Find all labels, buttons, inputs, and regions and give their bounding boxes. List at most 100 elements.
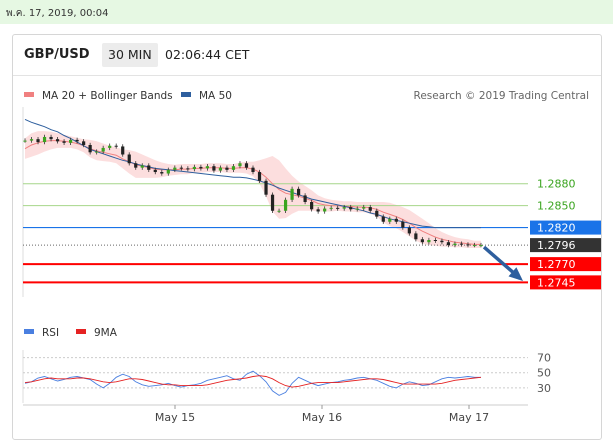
price-candle (446, 242, 451, 246)
price-candle (205, 166, 209, 169)
price-candle (82, 141, 86, 145)
price-candle (69, 139, 73, 143)
price-candle (55, 139, 60, 142)
price-candle (349, 207, 353, 210)
rsi-level-label-30: 30 (537, 382, 551, 395)
price-candle (407, 227, 411, 234)
price-candle (323, 208, 327, 212)
price-candle (342, 207, 346, 209)
level-labels-layer: 1.2880 1.2850 1.2820 1.2796 1.2770 1.2745 (530, 178, 601, 290)
ma20-legend-label: MA 20 + Bollinger Bands (42, 90, 173, 102)
price-candle (218, 167, 223, 171)
price-candle (362, 207, 366, 209)
price-candle (88, 145, 92, 153)
ma9-legend-swatch (76, 329, 86, 334)
price-candle (453, 243, 457, 246)
price-candle (440, 240, 444, 243)
price-candle (199, 166, 203, 169)
price-candle (36, 139, 40, 143)
price-candle (375, 210, 379, 217)
level-label-1.2850: 1.2850 (537, 200, 576, 213)
x-axis-ticks: May 15 May 16 May 17 (155, 405, 489, 424)
bollinger-layer (25, 131, 481, 248)
price-candle (303, 195, 307, 202)
rsi-level-label-70: 70 (537, 352, 551, 365)
projection-layer (482, 245, 524, 282)
price-candle (401, 221, 405, 228)
rsi-ma-line (24, 375, 482, 388)
price-candle (179, 167, 183, 169)
price-candle (427, 240, 431, 243)
level-label-1.2770: 1.2770 (537, 258, 576, 271)
price-candle (244, 163, 249, 168)
level-tag-1.2745 (530, 275, 601, 290)
price-candle (173, 167, 177, 170)
price-candle (329, 207, 333, 209)
price-candle (75, 139, 79, 142)
x-tick-label: May 15 (155, 411, 195, 424)
price-candle (166, 169, 170, 174)
price-candle (472, 245, 477, 247)
price-candle (251, 167, 255, 173)
level-label-1.2745: 1.2745 (537, 276, 576, 289)
date-bar: พ.ค. 17, 2019, 00:04 (0, 0, 613, 24)
ma20-legend-swatch (24, 92, 34, 97)
date-time-text: พ.ค. 17, 2019, 00:04 (6, 8, 109, 19)
price-candle (257, 172, 262, 181)
level-label-1.2796: 1.2796 (537, 239, 576, 252)
price-candle (355, 208, 359, 210)
price-candle (29, 139, 34, 141)
price-candle (42, 136, 47, 143)
ma50-line (24, 118, 481, 229)
price-candle (153, 169, 157, 173)
price-candle (310, 202, 314, 210)
price-candle (121, 146, 125, 155)
bollinger-band-fill (25, 131, 481, 248)
price-candle (368, 207, 372, 211)
projection-arrow-head (508, 267, 524, 282)
price-candle (212, 166, 216, 171)
ma9-legend-label: 9MA (94, 327, 118, 339)
price-candle (336, 207, 340, 209)
x-tick-label: May 16 (302, 411, 342, 424)
credit-label: Research © 2019 Trading Central (414, 90, 590, 102)
rsi-legend-label: RSI (42, 327, 59, 339)
rsi-layer: 70 50 30 (23, 352, 551, 396)
price-candle (394, 218, 398, 222)
moving-averages-layer (24, 118, 481, 245)
level-tag-1.2796 (530, 238, 601, 253)
symbol-label: GBP/USD (24, 47, 90, 62)
level-label-1.2880: 1.2880 (537, 178, 576, 191)
price-candle (101, 147, 105, 152)
price-candle (62, 141, 66, 143)
price-candle (192, 166, 196, 170)
price-candle (231, 166, 236, 170)
price-layer (23, 134, 483, 248)
rsi-level-label-50: 50 (537, 367, 551, 380)
x-tick-label: May 17 (449, 411, 489, 424)
chart-card: GBP/USD 30 MIN 02:06:44 CET MA 20 + Boll… (12, 34, 602, 440)
price-candle (283, 199, 288, 211)
level-label-1.2820: 1.2820 (537, 222, 576, 235)
price-candle (95, 151, 99, 153)
price-candle (414, 233, 418, 240)
price-candle (225, 167, 229, 170)
price-candle (108, 145, 112, 148)
timeframe-badge[interactable]: 30 MIN (102, 43, 158, 67)
ma50-legend-label: MA 50 (199, 90, 232, 102)
price-candle (147, 165, 151, 170)
price-candle (23, 140, 27, 142)
chart-svg: MA 20 + Bollinger Bands MA 50 Research ©… (22, 90, 601, 424)
level-tag-1.2770 (530, 257, 601, 272)
price-candle (186, 168, 190, 170)
price-candle (381, 216, 385, 222)
price-candle (316, 209, 320, 212)
price-candle (127, 154, 131, 164)
price-candle (388, 218, 392, 222)
price-candle (466, 244, 470, 246)
price-candle (479, 245, 483, 247)
price-candle (270, 194, 275, 211)
price-candle (160, 172, 164, 174)
level-tag-1.2820 (530, 220, 601, 235)
price-candle (264, 180, 268, 195)
